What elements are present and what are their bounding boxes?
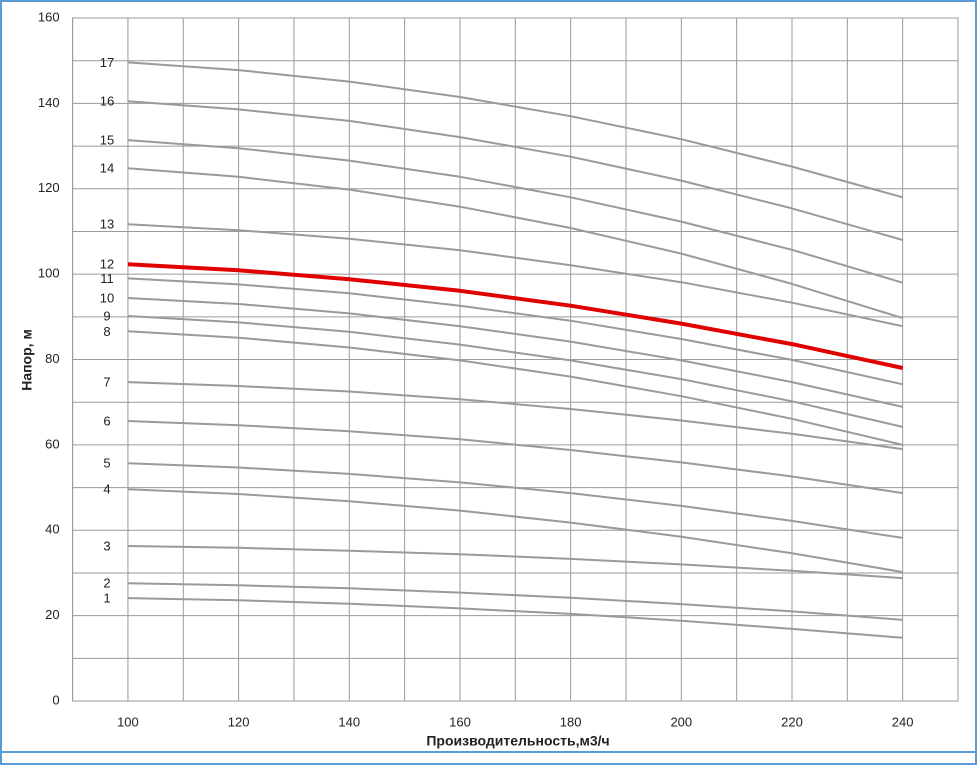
- x-tick-label: 220: [781, 714, 803, 729]
- x-tick-label: 180: [560, 714, 582, 729]
- curve: [127, 545, 903, 580]
- curve-label: 2: [103, 576, 110, 591]
- y-tick-label: 120: [38, 180, 60, 195]
- y-tick-label: 100: [38, 266, 60, 281]
- curve: [127, 262, 904, 370]
- y-tick-label: 60: [45, 436, 59, 451]
- curve: [127, 277, 903, 386]
- x-tick-label: 240: [892, 714, 914, 729]
- curve: [127, 330, 903, 446]
- x-axis-title: Производительность,м3/ч: [426, 733, 609, 749]
- y-axis-title: Напор, м: [19, 329, 35, 391]
- curve: [127, 100, 903, 241]
- curve: [127, 597, 903, 639]
- curve: [127, 223, 903, 328]
- curve-label: 7: [103, 375, 110, 390]
- x-tick-label: 200: [670, 714, 692, 729]
- x-tick-label: 160: [449, 714, 471, 729]
- curve-label: 10: [100, 290, 114, 305]
- curve-label: 3: [103, 538, 110, 553]
- y-tick-label: 20: [45, 607, 59, 622]
- curve-label: 13: [100, 217, 114, 232]
- curve: [127, 420, 903, 495]
- curve-label: 16: [100, 94, 114, 109]
- curve-label: 15: [100, 133, 114, 148]
- curve: [127, 381, 903, 451]
- curve-label: 8: [103, 324, 110, 339]
- curve-label: 9: [103, 308, 110, 323]
- curve-label: 5: [103, 456, 110, 471]
- curve-label: 4: [103, 482, 110, 497]
- y-tick-label: 0: [52, 692, 59, 707]
- curve: [127, 488, 903, 574]
- x-tick-label: 140: [338, 714, 360, 729]
- curve: [127, 61, 903, 199]
- curve: [127, 139, 903, 284]
- y-tick-label: 40: [45, 522, 59, 537]
- y-tick-label: 140: [38, 95, 60, 110]
- x-tick-label: 100: [117, 714, 139, 729]
- curve: [127, 167, 903, 320]
- curve-label: 6: [103, 413, 110, 428]
- curve-label: 1: [103, 591, 110, 606]
- curve: [127, 582, 903, 621]
- curve: [127, 462, 903, 539]
- y-tick-label: 80: [45, 351, 59, 366]
- plot-frame: [72, 17, 959, 702]
- curve-label: 11: [100, 271, 114, 286]
- y-tick-label: 160: [38, 9, 60, 24]
- curve-label: 17: [100, 55, 114, 70]
- x-tick-label: 120: [228, 714, 250, 729]
- curve: [127, 297, 903, 408]
- curve: [127, 315, 903, 428]
- curve-label: 12: [100, 257, 114, 272]
- curve-label: 14: [100, 161, 114, 176]
